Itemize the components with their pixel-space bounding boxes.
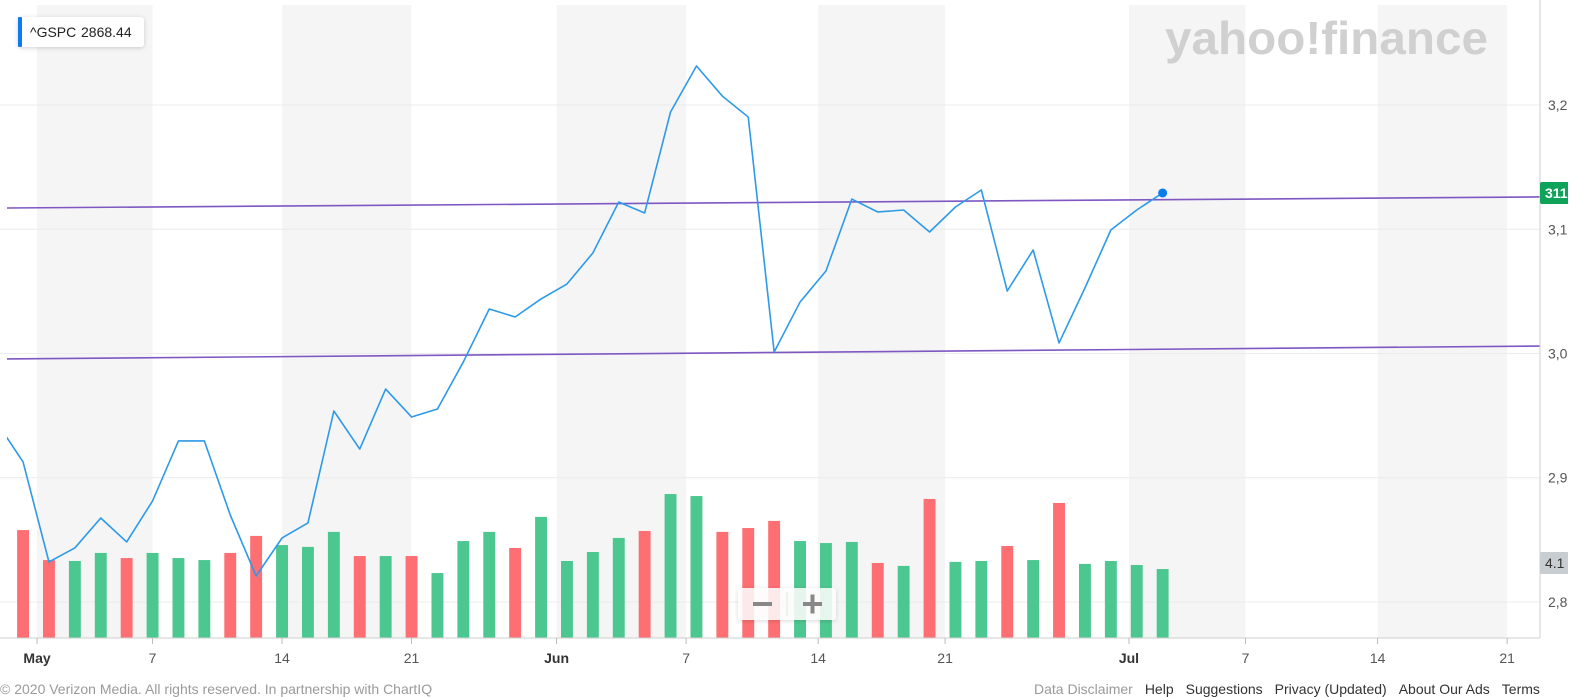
y-tick-label: 3,200	[1548, 97, 1583, 113]
x-tick-label: May	[23, 650, 50, 666]
volume-bar	[1027, 560, 1040, 638]
trend-line	[7, 345, 1540, 360]
volume-badge-bg	[1540, 552, 1568, 574]
zoom-out-icon[interactable]	[753, 602, 772, 606]
x-tick-label: 14	[810, 650, 826, 666]
legend-swatch	[18, 17, 22, 47]
x-tick-label: 21	[404, 650, 420, 666]
y-tick-label: 3,000	[1548, 345, 1583, 361]
volume-bar	[923, 498, 936, 638]
footer-link[interactable]: Suggestions	[1186, 681, 1263, 697]
zoom-out-button[interactable]	[742, 591, 784, 617]
volume-bar	[379, 556, 392, 638]
zoom-controls	[738, 588, 836, 620]
volume-bar	[17, 530, 30, 638]
footer-link[interactable]: Data Disclaimer	[1034, 681, 1133, 697]
volume-bar	[1130, 565, 1143, 638]
footer-link[interactable]: About Our Ads	[1399, 681, 1490, 697]
volume-bar	[146, 552, 159, 638]
x-tick-label: 7	[682, 650, 690, 666]
volume-bar	[1104, 560, 1117, 638]
x-tick-label: Jun	[544, 650, 569, 666]
volume-bar	[198, 560, 211, 638]
legend-symbol: ^GSPC	[30, 24, 76, 40]
price-line	[7, 65, 1164, 577]
legend-box	[18, 17, 144, 47]
zoom-in-icon-v[interactable]	[810, 594, 815, 614]
volume-bar	[224, 552, 237, 638]
volume-bar	[43, 560, 55, 638]
price-line	[7, 65, 1168, 577]
volume-bar	[664, 494, 677, 638]
volume-bar	[405, 556, 418, 638]
axes: 2,800 2,900 3,000 3,100 3,200 May 7 14 21 Jun 7 14 2…	[0, 0, 1583, 666]
week-band	[1128, 5, 1246, 638]
volume-bar	[845, 541, 858, 638]
volume-bar	[897, 565, 910, 638]
volume-bar	[1053, 502, 1066, 638]
volume-bar	[172, 558, 185, 638]
footer-link[interactable]: Help	[1145, 681, 1174, 697]
volume-bar	[586, 552, 599, 638]
x-tick-label: 7	[1242, 650, 1250, 666]
copyright: © 2020 Verizon Media. All rights reserve…	[0, 681, 432, 697]
volume-bar	[612, 537, 625, 638]
footer-link[interactable]: Terms	[1502, 681, 1540, 697]
volume-bar	[276, 545, 289, 638]
volume-bar	[975, 560, 988, 638]
volume-bar	[68, 560, 81, 638]
volume-bar	[353, 556, 366, 638]
volume-bar	[871, 562, 884, 638]
last-point	[1158, 188, 1168, 198]
volume-bar	[716, 531, 729, 638]
footer: © 2020 Verizon Media. All rights reserve…	[0, 681, 1540, 697]
volume-badge: 4.1	[1545, 555, 1565, 571]
volume-bar	[742, 528, 755, 638]
volume-bar	[509, 547, 522, 638]
volume-bar	[301, 546, 314, 638]
volume-bar	[768, 520, 781, 638]
volume-bar	[431, 573, 444, 638]
volume-bar	[949, 561, 962, 638]
week-band	[282, 5, 412, 638]
volume-bar	[638, 530, 651, 638]
trend-lines	[7, 196, 1540, 360]
y-tick-label: 2,900	[1548, 470, 1583, 486]
y-tick-label: 3,100	[1548, 221, 1583, 237]
volume-bar	[535, 516, 548, 638]
volume-bar	[327, 531, 340, 638]
week-band	[1377, 5, 1508, 638]
x-tick-label: 21	[1499, 650, 1515, 666]
x-tick-label: 14	[274, 650, 290, 666]
volume-bar	[120, 558, 133, 638]
week-band	[556, 5, 687, 638]
price-badge: 311	[1545, 185, 1568, 201]
week-bands	[37, 5, 1508, 638]
legend: ^GSPC 2868.44	[18, 17, 144, 47]
zoom-in-button[interactable]	[790, 591, 832, 617]
x-tick-label: 14	[1370, 650, 1386, 666]
footer-link[interactable]: Privacy (Updated)	[1275, 681, 1387, 697]
volume-bar	[1001, 545, 1014, 638]
legend-value: 2868.44	[81, 24, 132, 40]
volume-bar	[483, 531, 496, 638]
volume-bar	[1078, 563, 1091, 638]
x-tick-label: 7	[149, 650, 157, 666]
logo: yahoo!finance	[1165, 12, 1488, 64]
x-tick-label: Jul	[1119, 650, 1139, 666]
y-tick-label: 2,800	[1548, 594, 1583, 610]
volume-bar	[457, 541, 470, 638]
x-tick-label: 21	[937, 650, 953, 666]
price-badge-bg	[1540, 181, 1568, 204]
volume-bar	[250, 535, 263, 638]
trend-line	[7, 196, 1540, 209]
volume-bar	[690, 496, 703, 638]
week-band	[37, 5, 153, 638]
volume-bar	[94, 552, 107, 638]
volume-bar	[1156, 569, 1169, 638]
volume-bar	[560, 560, 573, 638]
